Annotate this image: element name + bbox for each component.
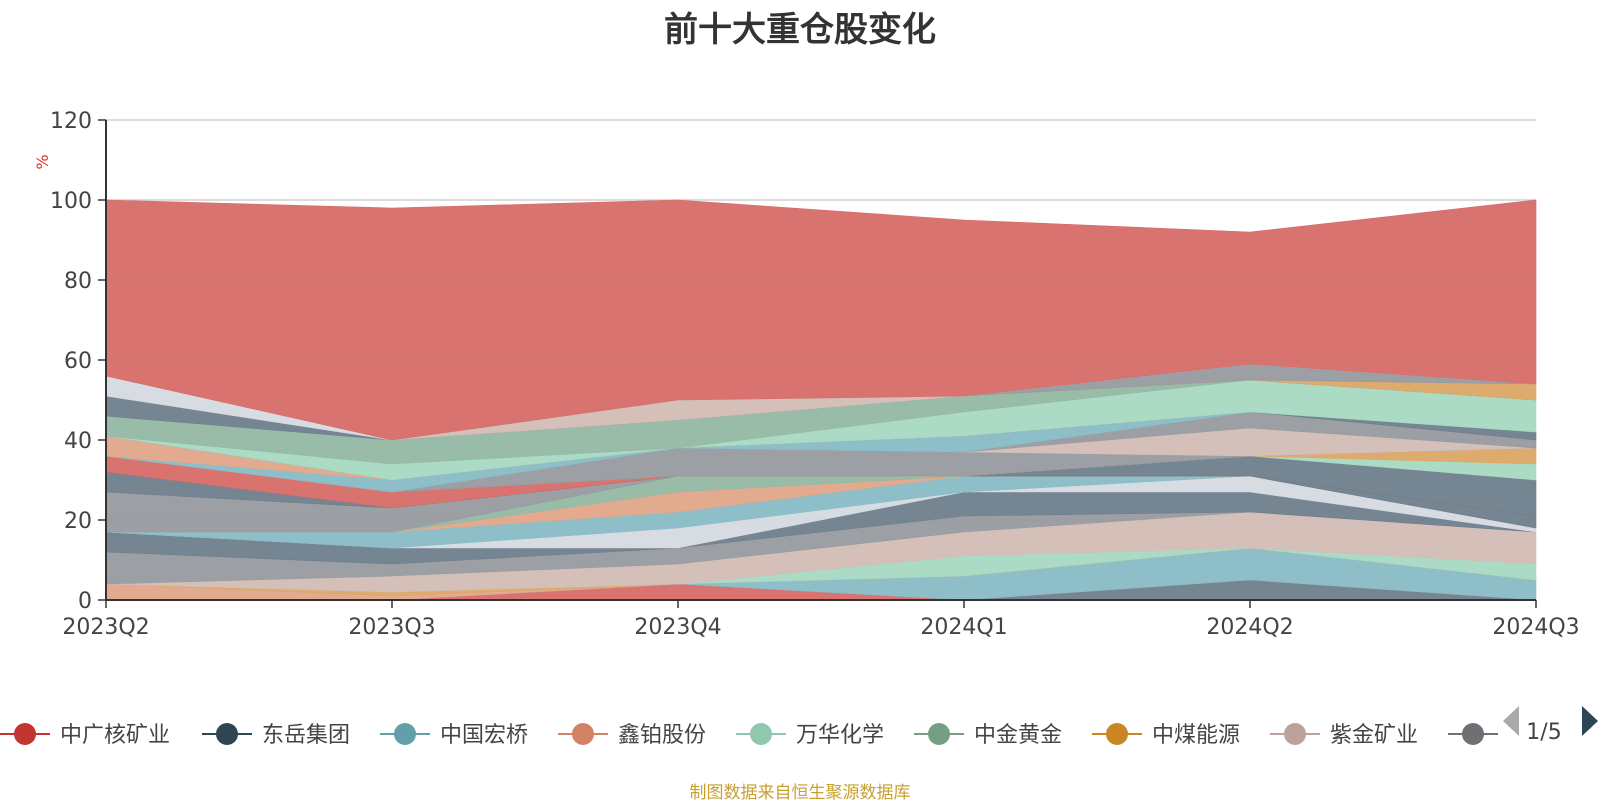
- footer-note: 制图数据来自恒生聚源数据库: [689, 783, 911, 803]
- axes: 0 20 40 60 80 100 120 2023Q2 2023Q3 2023Q4 2024Q1 2…: [50, 109, 1580, 640]
- area-band: [105, 199, 1537, 441]
- legend-marker: [216, 723, 238, 745]
- legend-prev-icon[interactable]: [1503, 706, 1519, 736]
- legend: 中广核矿业 东岳集团 中国宏桥 鑫铂股份 万华化学 中金黄金 中煤能源 紫金矿业: [0, 723, 1498, 748]
- y-axis-unit-label: %: [33, 154, 52, 169]
- legend-label: 中广核矿业: [60, 723, 170, 748]
- legend-marker: [750, 723, 772, 745]
- legend-page-indicator: 1/5: [1526, 720, 1561, 745]
- legend-pager: 1/5: [1503, 706, 1598, 745]
- legend-next-icon[interactable]: [1582, 706, 1598, 736]
- legend-label: 紫金矿业: [1330, 723, 1418, 748]
- legend-item[interactable]: 紫金矿业: [1270, 723, 1418, 748]
- legend-item[interactable]: 中广核矿业: [0, 723, 170, 748]
- x-tick-label: 2023Q3: [348, 615, 435, 640]
- y-tick-label: 60: [64, 349, 92, 374]
- x-tick-label: 2024Q3: [1492, 615, 1579, 640]
- legend-marker: [928, 723, 950, 745]
- x-tick-label: 2024Q1: [920, 615, 1007, 640]
- y-tick-label: 0: [78, 589, 92, 614]
- y-tick-label: 80: [64, 269, 92, 294]
- legend-item[interactable]: 中金黄金: [914, 723, 1062, 748]
- legend-label: 鑫铂股份: [618, 723, 706, 748]
- legend-marker: [394, 723, 416, 745]
- legend-item[interactable]: 中煤能源: [1092, 723, 1240, 748]
- x-tick-label: 2024Q2: [1206, 615, 1293, 640]
- y-tick-label: 120: [50, 109, 92, 134]
- legend-item[interactable]: [1448, 723, 1498, 745]
- legend-marker: [14, 723, 36, 745]
- legend-item[interactable]: 鑫铂股份: [558, 723, 706, 748]
- legend-marker: [572, 723, 594, 745]
- legend-item[interactable]: 中国宏桥: [380, 723, 528, 748]
- legend-item[interactable]: 东岳集团: [202, 723, 350, 748]
- stacked-areas: [105, 199, 1537, 601]
- legend-item[interactable]: 万华化学: [736, 723, 884, 748]
- legend-marker: [1462, 723, 1484, 745]
- legend-marker: [1284, 723, 1306, 745]
- legend-label: 东岳集团: [262, 723, 350, 748]
- y-tick-label: 20: [64, 509, 92, 534]
- legend-label: 中煤能源: [1152, 723, 1240, 748]
- legend-label: 万华化学: [796, 723, 884, 748]
- chart-title: 前十大重仓股变化: [664, 10, 936, 50]
- y-tick-label: 100: [50, 189, 92, 214]
- y-tick-label: 40: [64, 429, 92, 454]
- x-tick-label: 2023Q4: [634, 615, 721, 640]
- legend-marker: [1106, 723, 1128, 745]
- legend-label: 中国宏桥: [440, 723, 528, 748]
- x-tick-label: 2023Q2: [62, 615, 149, 640]
- legend-label: 中金黄金: [974, 723, 1062, 748]
